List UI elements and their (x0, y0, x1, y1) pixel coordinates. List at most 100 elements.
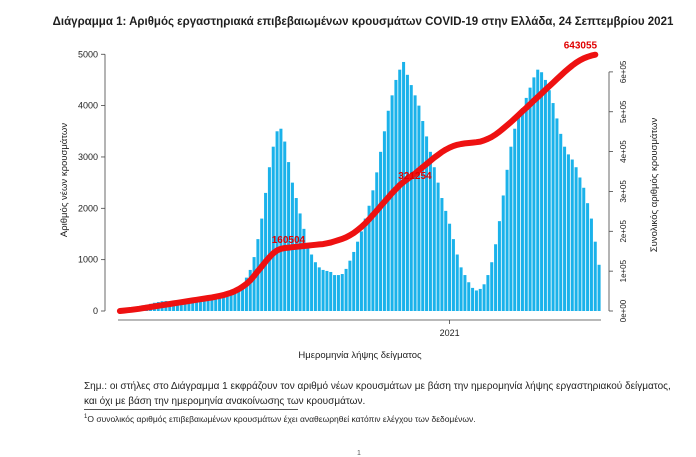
bar (237, 288, 241, 311)
y2-axis-label: Συνολικός αριθμός κρουσμάτων (649, 118, 660, 253)
annotations: 160504 321254 643055 (272, 41, 598, 246)
bar (271, 146, 275, 311)
bar (344, 268, 348, 311)
y2-tick-label: 4e+05 (619, 140, 628, 163)
bar (287, 162, 291, 311)
bar (172, 302, 176, 311)
bar (267, 167, 271, 311)
bar (574, 167, 578, 311)
bar (329, 271, 333, 311)
annotation-label: 643055 (564, 41, 598, 52)
bar (210, 298, 214, 311)
bar (528, 87, 532, 311)
bar (432, 167, 436, 311)
bar (402, 61, 406, 311)
bar (494, 244, 498, 311)
chart-note: Σημ.: οι στήλες στο Διάγραμμα 1 εκφράζου… (84, 381, 671, 407)
bar (444, 210, 448, 312)
bar (382, 131, 386, 311)
bar (474, 290, 478, 311)
bar (467, 282, 471, 311)
bar (490, 262, 494, 311)
bar (463, 275, 467, 311)
bar (306, 244, 310, 311)
bar (195, 301, 199, 311)
bar (333, 275, 337, 311)
annotation-label: 160504 (272, 235, 306, 246)
bar (459, 267, 463, 311)
bar (302, 228, 306, 311)
bar (371, 190, 375, 311)
footnote: 1Ο συνολικός αριθμός επιβεβαιωμένων κρου… (84, 414, 684, 424)
bar (367, 205, 371, 311)
bar (501, 195, 505, 311)
bar (417, 105, 421, 312)
bar (486, 275, 490, 311)
y-tick-label: 1000 (78, 255, 98, 265)
bar-series (118, 61, 601, 312)
y-tick-label: 4000 (78, 101, 98, 111)
y2-tick-label: 2e+05 (619, 220, 628, 243)
y2-tick-label: 6e+05 (619, 60, 628, 83)
bar (252, 257, 256, 311)
bar (202, 300, 206, 311)
x-axis-label: Ημερομηνία λήψης δείγματος (298, 350, 422, 361)
bar (183, 302, 187, 311)
bar (428, 151, 432, 311)
bar (398, 69, 402, 311)
bar (448, 223, 452, 311)
bar (532, 77, 536, 312)
y2-tick-label: 1e+05 (619, 259, 628, 282)
bar (394, 79, 398, 311)
bar (405, 74, 409, 311)
bar (375, 172, 379, 311)
cumulative-line (116, 51, 599, 314)
bar (356, 241, 360, 311)
bar (543, 79, 547, 311)
right-y-axis: 0e+00 1e+05 2e+05 3e+05 4e+05 5e+05 6e+05 (608, 60, 628, 322)
bar (563, 146, 567, 311)
bar (597, 264, 601, 311)
bar (218, 297, 222, 311)
bar (283, 141, 287, 311)
bar (482, 284, 486, 311)
bar (348, 260, 352, 311)
bar (275, 131, 279, 311)
bar (517, 115, 521, 311)
bar (440, 198, 444, 311)
bar (206, 299, 210, 311)
bar (471, 287, 475, 311)
chart-title: Διάγραμμα 1: Αριθμός εργαστηριακά επιβεβ… (53, 16, 674, 28)
y-tick-label: 3000 (78, 152, 98, 162)
x-axis: 2021 (118, 319, 601, 338)
bar (586, 203, 590, 311)
left-y-axis: 0 1000 2000 3000 4000 5000 (78, 49, 106, 316)
bar (279, 128, 283, 311)
bar (321, 269, 325, 311)
bar (589, 218, 593, 311)
bar (225, 295, 229, 311)
bar (513, 128, 517, 311)
annotation-label: 321254 (398, 171, 432, 182)
bar (340, 274, 344, 311)
bar (310, 254, 314, 311)
y2-tick-label: 0e+00 (619, 299, 628, 322)
bar (336, 275, 340, 311)
bar (421, 121, 425, 312)
bar (191, 301, 195, 311)
bar (352, 251, 356, 311)
y-axis-label: Αριθμός νέων κρουσμάτων (59, 123, 70, 237)
bar (363, 218, 367, 311)
bar (555, 118, 559, 311)
page-mark: 1 (357, 450, 361, 457)
bar (509, 146, 513, 311)
bar (551, 103, 555, 311)
bar (229, 293, 233, 311)
bar (436, 182, 440, 311)
bar (520, 108, 524, 312)
y-tick-label: 0 (93, 306, 98, 316)
bar (264, 192, 268, 311)
bar (379, 151, 383, 311)
bar (390, 95, 394, 311)
